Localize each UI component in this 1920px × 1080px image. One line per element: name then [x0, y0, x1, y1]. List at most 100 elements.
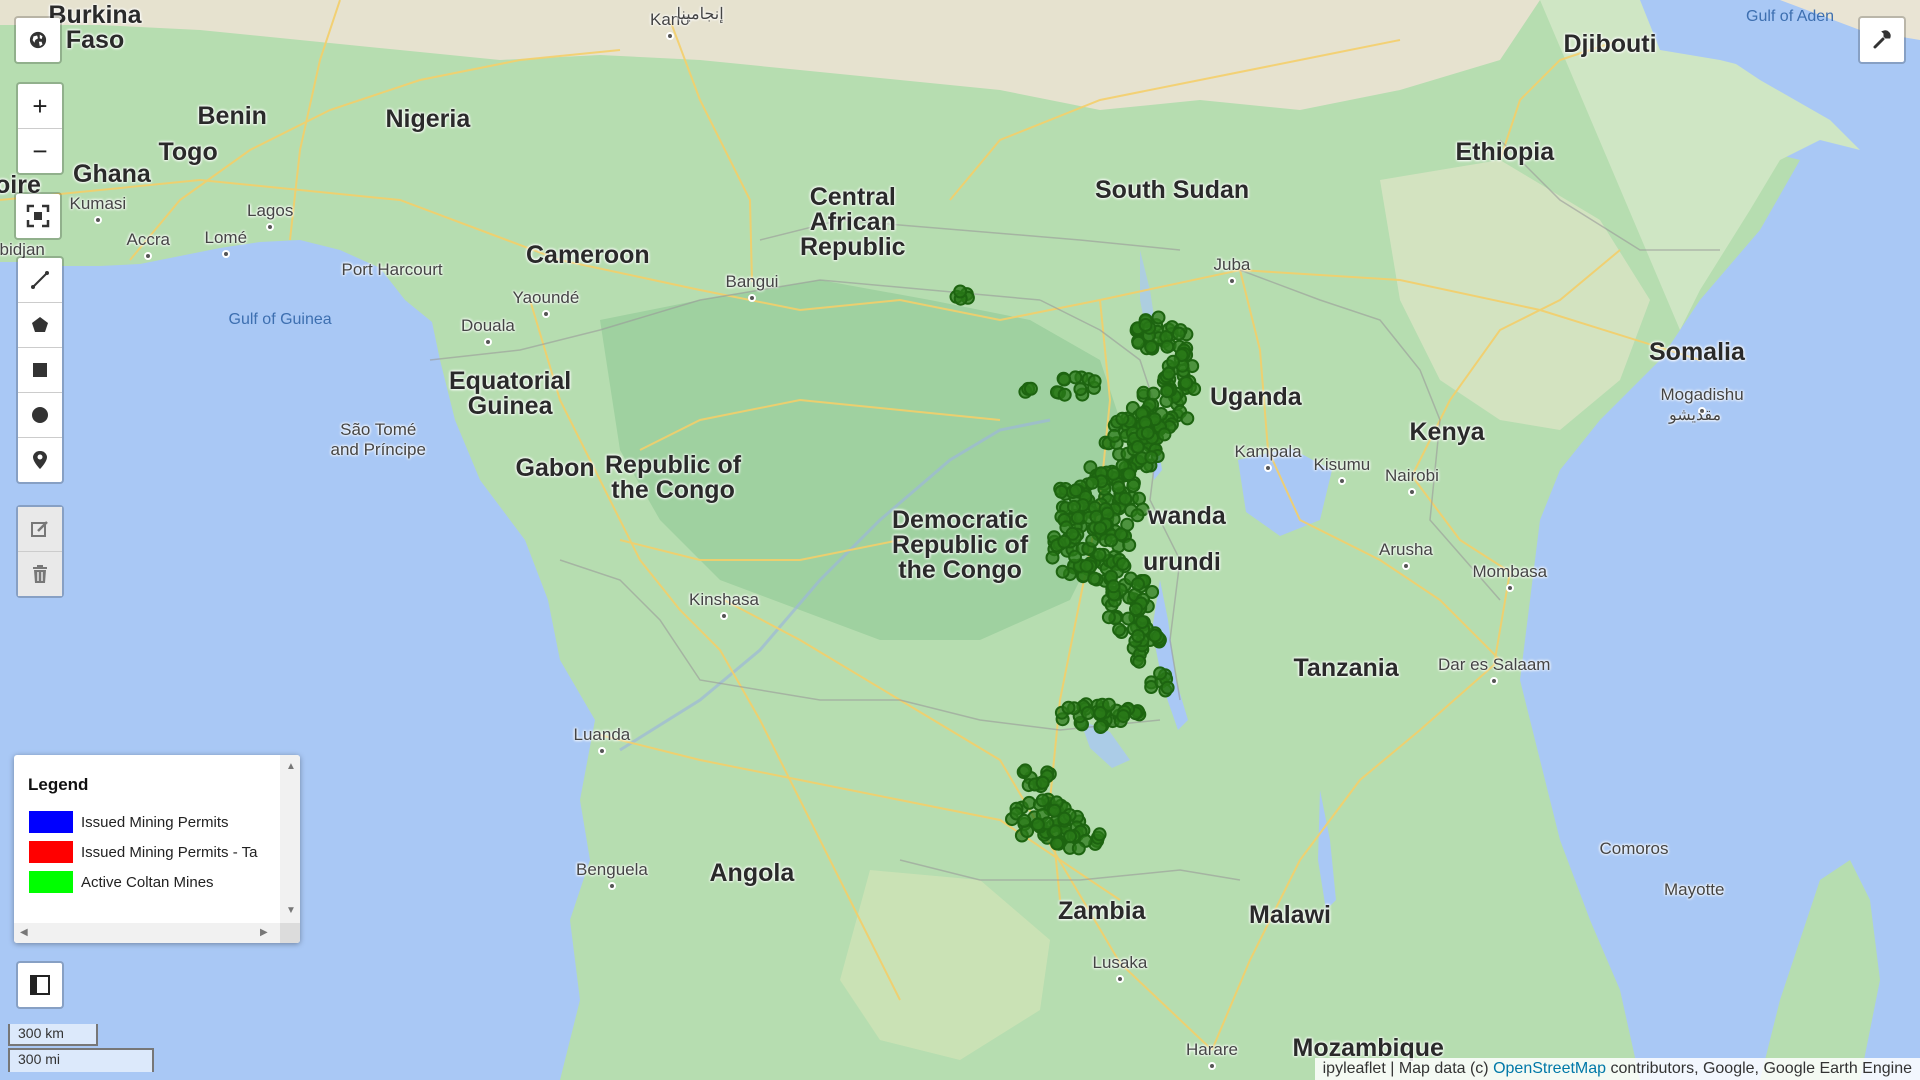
- coltan-mine-point[interactable]: [1131, 577, 1145, 591]
- coltan-mine-point[interactable]: [1085, 533, 1100, 548]
- coltan-mine-point[interactable]: [1035, 793, 1050, 808]
- coltan-mine-point[interactable]: [1093, 720, 1108, 734]
- coltan-mine-point[interactable]: [1112, 622, 1127, 637]
- coltan-mine-point[interactable]: [1147, 628, 1162, 643]
- coltan-mine-point[interactable]: [1065, 526, 1080, 541]
- toolbar-button[interactable]: [1858, 16, 1906, 64]
- coltan-mine-point[interactable]: [1161, 366, 1176, 381]
- delete-layers-button[interactable]: [18, 552, 62, 596]
- coltan-mine-point[interactable]: [1130, 440, 1145, 454]
- coltan-mine-point[interactable]: [1138, 318, 1153, 332]
- coltan-mine-point[interactable]: [1160, 680, 1175, 695]
- coltan-mine-point[interactable]: [1017, 813, 1032, 828]
- coltan-mine-point[interactable]: [1071, 841, 1086, 856]
- scroll-up-icon[interactable]: ▲: [286, 761, 296, 772]
- coltan-mine-point[interactable]: [1131, 335, 1146, 350]
- draw-polygon-button[interactable]: [18, 303, 62, 348]
- coltan-mine-point[interactable]: [1114, 527, 1128, 542]
- coltan-mine-point[interactable]: [1122, 538, 1137, 552]
- draw-polyline-button[interactable]: [18, 258, 62, 303]
- coltan-mine-point[interactable]: [1131, 629, 1146, 643]
- edit-layers-button[interactable]: [18, 507, 62, 552]
- coltan-mine-point[interactable]: [1035, 775, 1050, 790]
- coltan-mine-point[interactable]: [1047, 803, 1062, 818]
- coltan-mine-point[interactable]: [1069, 483, 1083, 498]
- coltan-mine-point[interactable]: [1061, 700, 1076, 715]
- coltan-mine-point[interactable]: [1160, 384, 1175, 399]
- coltan-mine-point[interactable]: [1106, 579, 1121, 594]
- zoom-in-button[interactable]: +: [18, 84, 62, 129]
- coltan-mine-point[interactable]: [1093, 521, 1108, 536]
- coltan-mine-point[interactable]: [1087, 571, 1102, 586]
- coltan-mine-point[interactable]: [1093, 706, 1108, 720]
- layer-switch-button[interactable]: [14, 16, 62, 64]
- scroll-right-icon[interactable]: ▶: [260, 927, 268, 938]
- coltan-mine-point[interactable]: [1057, 387, 1072, 402]
- coltan-mine-point[interactable]: [1121, 611, 1136, 626]
- coltan-mine-point[interactable]: [1115, 411, 1130, 426]
- coltan-mine-point[interactable]: [1118, 491, 1133, 506]
- coltan-mine-point[interactable]: [1085, 475, 1100, 490]
- coltan-mine-point[interactable]: [1101, 610, 1116, 625]
- coltan-mine-point[interactable]: [1111, 480, 1126, 495]
- coltan-mine-point[interactable]: [1079, 558, 1094, 573]
- coltan-mine-point[interactable]: [1132, 654, 1147, 669]
- coltan-mine-point[interactable]: [1135, 615, 1150, 629]
- coltan-mine-point[interactable]: [1057, 372, 1072, 387]
- legend-horizontal-scrollbar[interactable]: ◀ ▶: [14, 923, 280, 943]
- coltan-mine-point[interactable]: [1140, 425, 1155, 440]
- coltan-mine-point[interactable]: [1092, 827, 1107, 842]
- coltan-mine-point[interactable]: [1087, 374, 1102, 389]
- coltan-mine-point[interactable]: [1018, 763, 1033, 778]
- coltan-mine-point[interactable]: [1068, 370, 1083, 385]
- coltan-mine-point[interactable]: [1179, 375, 1194, 390]
- scroll-left-icon[interactable]: ◀: [20, 927, 28, 938]
- coltan-mine-point[interactable]: [1145, 585, 1160, 599]
- coltan-mine-point[interactable]: [1144, 450, 1159, 465]
- coltan-mine-point[interactable]: [1116, 709, 1131, 724]
- coltan-mine-point[interactable]: [1115, 557, 1130, 571]
- measure-button[interactable]: [16, 961, 64, 1009]
- coltan-mine-point[interactable]: [1080, 706, 1095, 720]
- draw-circle-button[interactable]: [18, 393, 62, 438]
- coltan-mine-point[interactable]: [1089, 509, 1104, 524]
- coltan-mine-point[interactable]: [953, 284, 968, 299]
- legend-vertical-scrollbar[interactable]: ▲ ▼: [280, 755, 300, 923]
- draw-marker-button[interactable]: [18, 438, 62, 482]
- coltan-mine-point[interactable]: [1104, 533, 1119, 548]
- coltan-mine-point[interactable]: [1092, 547, 1107, 562]
- coltan-mine-point[interactable]: [1132, 491, 1146, 506]
- coltan-mine-point[interactable]: [1146, 386, 1161, 401]
- coltan-mine-point[interactable]: [1157, 427, 1172, 442]
- zoom-out-button[interactable]: −: [32, 135, 48, 166]
- coltan-mine-point[interactable]: [1107, 428, 1122, 443]
- coltan-mine-point[interactable]: [1057, 811, 1072, 826]
- coltan-mine-point[interactable]: [1101, 697, 1116, 712]
- coltan-mine-point[interactable]: [1063, 829, 1078, 844]
- coltan-mine-point[interactable]: [1122, 467, 1137, 482]
- coltan-mine-point[interactable]: [1068, 549, 1082, 564]
- coltan-mine-point[interactable]: [1151, 310, 1166, 325]
- coltan-mine-point[interactable]: [1030, 817, 1045, 832]
- coltan-mine-point[interactable]: [1050, 836, 1064, 851]
- coltan-mine-point[interactable]: [1130, 508, 1145, 523]
- coltan-mine-point[interactable]: [1070, 510, 1085, 525]
- coltan-mine-point[interactable]: [1073, 382, 1088, 397]
- openstreetmap-link[interactable]: OpenStreetMap: [1493, 1060, 1607, 1077]
- coltan-mine-point[interactable]: [1180, 411, 1195, 426]
- coltan-mine-point[interactable]: [1055, 564, 1070, 579]
- coltan-mine-point[interactable]: [1129, 602, 1143, 617]
- coltan-mine-point[interactable]: [1054, 484, 1069, 499]
- coltan-mine-point[interactable]: [1171, 326, 1186, 341]
- coltan-mine-point[interactable]: [1023, 381, 1038, 396]
- coltan-mine-point[interactable]: [1126, 478, 1141, 493]
- draw-rectangle-button[interactable]: [18, 348, 62, 393]
- fullscreen-button[interactable]: [14, 192, 62, 240]
- coltan-mine-point[interactable]: [1144, 339, 1159, 354]
- coltan-mine-point[interactable]: [1166, 354, 1181, 369]
- coltan-mine-point[interactable]: [1057, 534, 1072, 549]
- legend-panel[interactable]: Legend Issued Mining Permits Issued Mini…: [14, 755, 300, 943]
- coltan-mine-point[interactable]: [1045, 550, 1060, 565]
